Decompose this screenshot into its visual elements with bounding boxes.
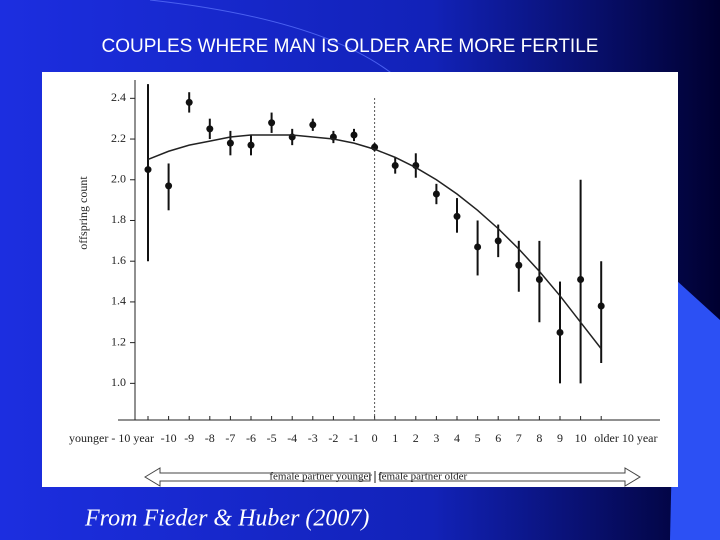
point bbox=[391, 162, 399, 170]
point bbox=[309, 121, 317, 129]
x-tick-label: -9 bbox=[184, 431, 194, 445]
y-tick-label: 1.0 bbox=[111, 375, 126, 389]
y-tick-label: 2.4 bbox=[111, 90, 126, 104]
y-tick-label: 1.6 bbox=[111, 253, 126, 267]
decor-line bbox=[149, 0, 401, 81]
point bbox=[535, 276, 543, 284]
x-tick-label: -10 bbox=[161, 431, 177, 445]
y-tick-label: 2.0 bbox=[111, 172, 126, 186]
point bbox=[226, 139, 234, 147]
x-tick-label: 4 bbox=[454, 431, 460, 445]
x-tick-label: -4 bbox=[287, 431, 297, 445]
point bbox=[577, 276, 585, 284]
x-tick-label: -2 bbox=[328, 431, 338, 445]
point bbox=[350, 131, 358, 139]
point bbox=[268, 119, 276, 127]
point bbox=[432, 190, 440, 198]
fit-curve bbox=[147, 134, 602, 350]
x-tick-label: 5 bbox=[475, 431, 481, 445]
point bbox=[515, 261, 523, 269]
x-tick-label: 10 bbox=[575, 431, 587, 445]
y-tick-label: 2.2 bbox=[111, 131, 126, 145]
point bbox=[474, 243, 482, 251]
x-tick-label: 2 bbox=[413, 431, 419, 445]
x-tick-label: 0 bbox=[372, 431, 378, 445]
arrow bbox=[144, 467, 641, 487]
point bbox=[494, 237, 502, 245]
x-tick-label: 3 bbox=[433, 431, 439, 445]
x-tick-label: -7 bbox=[225, 431, 235, 445]
x-tick-label: 1 bbox=[392, 431, 398, 445]
point bbox=[206, 125, 214, 133]
point bbox=[165, 182, 173, 190]
y-tick-label: 1.8 bbox=[111, 212, 126, 226]
x-tick-label: -8 bbox=[205, 431, 215, 445]
x-tick-label: -3 bbox=[308, 431, 318, 445]
x-tick-label: younger - 10 year bbox=[69, 431, 154, 445]
x-tick-label: -6 bbox=[246, 431, 256, 445]
x-tick-label: 7 bbox=[516, 431, 522, 445]
x-tick-label: 8 bbox=[536, 431, 542, 445]
caption: From Fieder & Huber (2007) bbox=[84, 506, 369, 532]
title: COUPLES WHERE MAN IS OLDER ARE MORE FERT… bbox=[102, 36, 599, 57]
x-tick-label: 6 bbox=[495, 431, 501, 445]
x-tick-label: older 10 year bbox=[594, 431, 657, 445]
x-tick-label: 9 bbox=[557, 431, 563, 445]
point bbox=[556, 328, 564, 336]
decor bbox=[670, 280, 720, 540]
arrow-label: female partner older bbox=[378, 471, 468, 483]
point bbox=[597, 302, 605, 310]
y-axis-label: offspring count bbox=[76, 176, 90, 250]
point bbox=[247, 141, 255, 149]
y-tick-label: 1.4 bbox=[111, 294, 126, 308]
x-tick-label: -1 bbox=[349, 431, 359, 445]
point bbox=[185, 98, 193, 106]
x-tick-label: -5 bbox=[267, 431, 277, 445]
point bbox=[144, 166, 152, 174]
y-tick-label: 1.2 bbox=[111, 334, 126, 348]
point bbox=[453, 212, 461, 220]
arrow-label: female partner younger bbox=[269, 471, 372, 483]
